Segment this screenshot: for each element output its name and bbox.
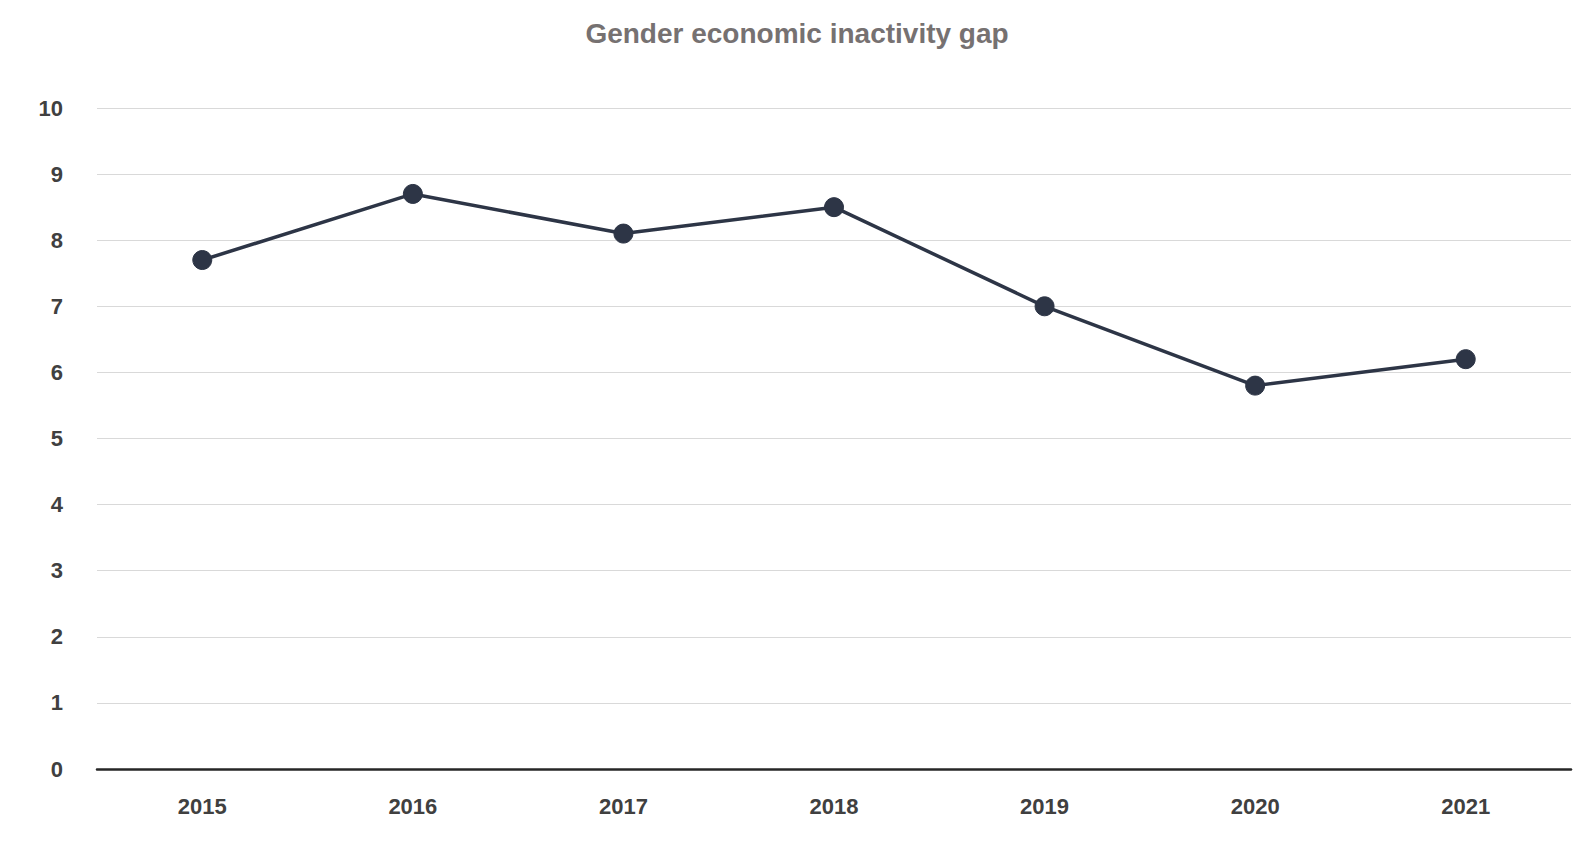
svg-text:2019: 2019: [1020, 794, 1069, 819]
svg-text:2: 2: [51, 624, 63, 649]
svg-text:1: 1: [51, 690, 63, 715]
svg-text:5: 5: [51, 426, 63, 451]
svg-text:8: 8: [51, 228, 63, 253]
svg-text:2017: 2017: [599, 794, 648, 819]
svg-text:10: 10: [39, 96, 63, 121]
svg-text:Gender economic inactivity gap: Gender economic inactivity gap: [585, 18, 1008, 49]
svg-text:2015: 2015: [178, 794, 227, 819]
svg-text:3: 3: [51, 558, 63, 583]
svg-text:2020: 2020: [1231, 794, 1280, 819]
svg-text:2021: 2021: [1441, 794, 1490, 819]
svg-text:2016: 2016: [388, 794, 437, 819]
svg-text:2018: 2018: [810, 794, 859, 819]
svg-text:6: 6: [51, 360, 63, 385]
svg-text:9: 9: [51, 162, 63, 187]
svg-text:7: 7: [51, 294, 63, 319]
svg-text:4: 4: [51, 492, 64, 517]
svg-text:0: 0: [51, 757, 63, 782]
